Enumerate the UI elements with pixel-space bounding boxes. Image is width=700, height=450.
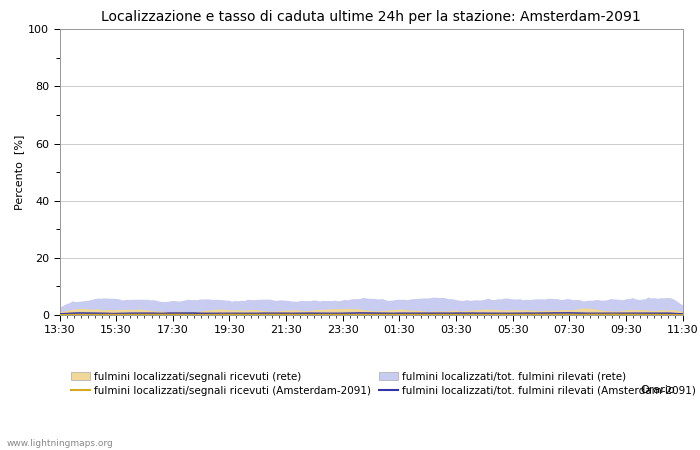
Text: Orario: Orario (640, 385, 676, 395)
Title: Localizzazione e tasso di caduta ultime 24h per la stazione: Amsterdam-2091: Localizzazione e tasso di caduta ultime … (101, 10, 641, 24)
Y-axis label: Percento  [%]: Percento [%] (14, 135, 24, 210)
Text: www.lightningmaps.org: www.lightningmaps.org (7, 439, 113, 448)
Legend: fulmini localizzati/segnali ricevuti (rete), fulmini localizzati/segnali ricevut: fulmini localizzati/segnali ricevuti (re… (71, 372, 696, 396)
